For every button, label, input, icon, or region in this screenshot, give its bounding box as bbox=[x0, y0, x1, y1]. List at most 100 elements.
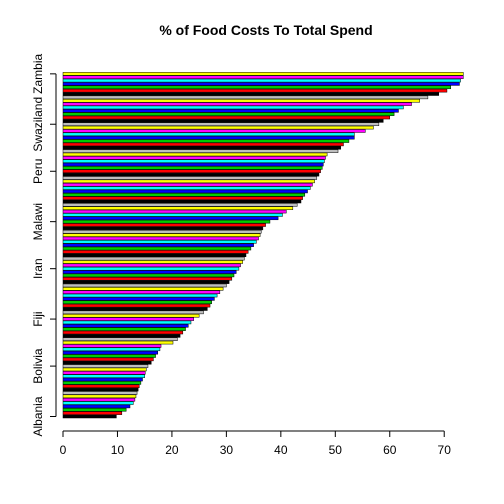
bar bbox=[62, 129, 366, 133]
bar bbox=[62, 377, 143, 382]
bar bbox=[62, 88, 448, 93]
bar bbox=[62, 85, 451, 90]
y-tick-label: Malawi bbox=[31, 203, 45, 240]
x-tick-label: 40 bbox=[274, 443, 288, 457]
y-tick-label: Iran bbox=[31, 258, 45, 279]
bar bbox=[62, 223, 266, 227]
bar bbox=[62, 266, 240, 271]
bar bbox=[62, 303, 211, 308]
bar bbox=[62, 273, 235, 278]
bar bbox=[62, 320, 192, 325]
bar bbox=[62, 253, 247, 257]
bar bbox=[62, 411, 123, 415]
bar bbox=[62, 313, 200, 318]
bar bbox=[62, 189, 308, 194]
bars-group bbox=[62, 72, 464, 419]
x-axis-ticks: 0 10 20 30 40 50 60 70 bbox=[60, 431, 452, 457]
bar bbox=[62, 229, 262, 234]
bar bbox=[62, 233, 261, 237]
bar bbox=[62, 364, 149, 368]
bar bbox=[62, 293, 218, 298]
bar bbox=[62, 193, 306, 197]
bar bbox=[62, 149, 339, 153]
bar bbox=[62, 324, 189, 328]
bar bbox=[62, 112, 395, 116]
bar bbox=[62, 159, 325, 163]
bar bbox=[62, 169, 321, 174]
bar bbox=[62, 219, 271, 224]
bar bbox=[62, 216, 279, 221]
bar bbox=[62, 381, 142, 385]
bar bbox=[62, 374, 145, 378]
bar bbox=[62, 135, 355, 140]
bar bbox=[62, 182, 313, 187]
bar bbox=[62, 226, 264, 231]
bar bbox=[62, 240, 257, 244]
bar bbox=[62, 243, 254, 247]
y-tick-label: Albania bbox=[31, 396, 45, 436]
bar bbox=[62, 357, 154, 362]
bar bbox=[62, 263, 241, 268]
bar bbox=[62, 199, 302, 204]
bar bbox=[62, 132, 355, 137]
bar bbox=[62, 72, 464, 76]
bar bbox=[62, 82, 460, 86]
y-axis-ticks: Albania Bolivia Fiji Iran Malawi Peru Swazilan… bbox=[31, 54, 56, 437]
bar bbox=[62, 98, 420, 103]
bar bbox=[62, 414, 117, 419]
bar bbox=[62, 78, 461, 83]
bar bbox=[62, 404, 131, 409]
bar bbox=[62, 337, 178, 341]
bar bbox=[62, 142, 344, 147]
bar bbox=[62, 172, 320, 177]
bar bbox=[62, 283, 227, 288]
bar bbox=[62, 119, 384, 123]
bar bbox=[62, 206, 294, 210]
bar bbox=[62, 186, 311, 190]
x-tick-label: 20 bbox=[165, 443, 179, 457]
bar bbox=[62, 152, 328, 157]
x-tick-label: 70 bbox=[438, 443, 452, 457]
x-tick-label: 30 bbox=[220, 443, 234, 457]
bar bbox=[62, 179, 315, 184]
bar bbox=[62, 297, 215, 301]
bar bbox=[62, 344, 162, 348]
bar bbox=[62, 125, 374, 130]
bar bbox=[62, 115, 391, 120]
bar bbox=[62, 92, 440, 96]
bar bbox=[62, 371, 146, 375]
bar bbox=[62, 236, 259, 241]
bar bbox=[62, 250, 249, 254]
bar bbox=[62, 347, 161, 352]
bar bbox=[62, 213, 283, 217]
bar bbox=[62, 290, 221, 294]
y-tick-label: Swaziland bbox=[31, 97, 45, 152]
bar bbox=[62, 256, 245, 261]
bar bbox=[62, 394, 137, 399]
bar bbox=[62, 307, 208, 311]
bar bbox=[62, 122, 380, 126]
bar bbox=[62, 360, 152, 365]
bar bbox=[62, 162, 324, 167]
bar bbox=[62, 156, 326, 160]
bar bbox=[62, 287, 224, 291]
bar bbox=[62, 95, 429, 100]
bar bbox=[62, 387, 139, 392]
y-tick-label: Peru bbox=[31, 159, 45, 184]
bar bbox=[62, 145, 341, 150]
bar bbox=[62, 401, 134, 405]
bar bbox=[62, 209, 287, 214]
x-tick-label: 0 bbox=[60, 443, 67, 457]
bar bbox=[62, 196, 303, 200]
bar bbox=[62, 317, 194, 321]
bar bbox=[62, 280, 230, 284]
bar bbox=[62, 408, 127, 412]
x-tick-label: 10 bbox=[111, 443, 125, 457]
bar bbox=[62, 277, 233, 281]
y-tick-label: Fiji bbox=[31, 311, 45, 326]
bar bbox=[62, 109, 399, 113]
bar bbox=[62, 367, 147, 372]
bar bbox=[62, 310, 204, 315]
y-tick-label: Bolivia bbox=[31, 348, 45, 384]
